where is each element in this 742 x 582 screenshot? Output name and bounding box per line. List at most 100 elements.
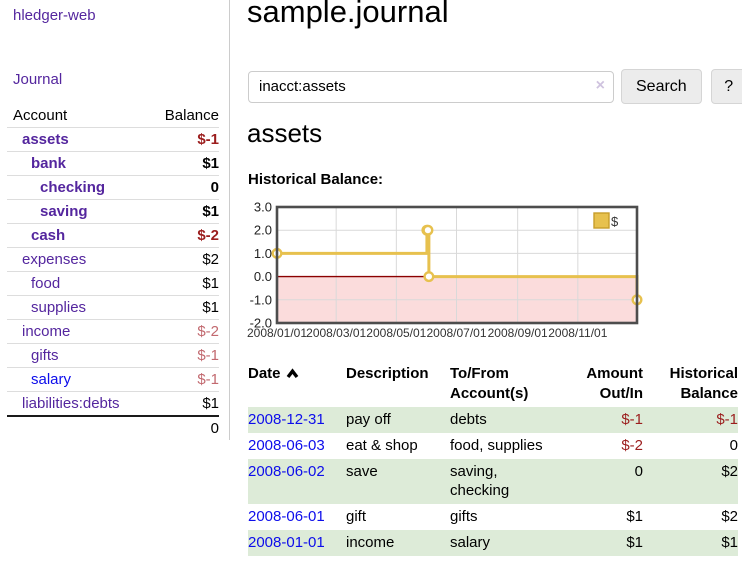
transaction-date-link[interactable]: 2008-06-03 <box>248 437 325 454</box>
help-button[interactable]: ? <box>710 69 742 104</box>
search-input-wrap: × <box>248 70 614 103</box>
y-axis-label: 2.0 <box>254 223 272 238</box>
search-input[interactable] <box>248 70 614 103</box>
account-row: supplies $1 <box>7 295 219 319</box>
account-row: saving $1 <box>7 199 219 223</box>
account-link-checking[interactable]: checking <box>40 179 106 196</box>
search-form: × Search ? <box>248 69 742 104</box>
transaction-accounts: debts <box>450 407 560 433</box>
account-balance: $-2 <box>197 323 219 340</box>
account-link-income[interactable]: income <box>22 323 71 340</box>
plot-border <box>275 205 639 325</box>
account-row: gifts $-1 <box>7 343 219 367</box>
transaction-amount: 0 <box>560 459 643 504</box>
account-link-supplies[interactable]: supplies <box>31 299 87 316</box>
y-axis-label: -1.0 <box>250 292 272 307</box>
x-axis-label: 2008/05/01 <box>366 326 426 340</box>
legend-label: $ <box>611 214 619 229</box>
transaction-description: eat & shop <box>346 437 418 454</box>
transaction-row: 2008-06-01 gift gifts $1 $2 <box>248 504 738 530</box>
account-balance: $-1 <box>197 347 219 364</box>
transaction-date-link[interactable]: 2008-12-31 <box>248 411 325 428</box>
y-axis-label: -2.0 <box>250 316 272 331</box>
account-balance: $1 <box>202 395 219 412</box>
transaction-date-link[interactable]: 2008-06-01 <box>248 508 325 525</box>
register-table: Date Description To/From Account(s) Amou… <box>248 362 738 556</box>
x-axis-label: 2008/09/01 <box>488 326 548 340</box>
chart-title: Historical Balance: <box>248 171 384 188</box>
account-balance: $1 <box>202 203 219 220</box>
transaction-date-link[interactable]: 2008-01-01 <box>248 534 325 551</box>
amount-column-header: Amount Out/In <box>586 365 643 402</box>
page-title: sample.journal <box>247 0 449 29</box>
account-page-title: assets <box>247 118 323 148</box>
transaction-description: income <box>346 530 450 556</box>
account-row: cash $-2 <box>7 223 219 247</box>
account-link-bank[interactable]: bank <box>31 155 67 172</box>
account-balance: $1 <box>202 155 219 172</box>
transaction-amount: $-2 <box>621 437 643 454</box>
balance-column-header-main: Historical Balance <box>669 365 738 402</box>
account-link-saving[interactable]: saving <box>40 203 88 220</box>
transaction-amount: $-1 <box>560 407 643 433</box>
accounts-balance-table: Account Balance assets $-1 bank $1 checking 0… <box>7 103 219 439</box>
transaction-description: gift <box>346 508 367 525</box>
legend-swatch <box>593 212 610 229</box>
account-row: salary $-1 <box>7 367 219 391</box>
accounts-column-header: To/From Account(s) <box>450 365 529 402</box>
accounts-total-value: 0 <box>210 419 219 437</box>
account-link-salary[interactable]: salary <box>31 371 72 388</box>
transaction-date-link[interactable]: 2008-06-02 <box>248 463 325 480</box>
transaction-description: pay off <box>346 407 450 433</box>
account-balance: 0 <box>210 179 219 196</box>
account-link-assets[interactable]: assets <box>22 131 69 148</box>
clear-search-icon[interactable]: × <box>595 76 605 94</box>
transaction-accounts: food, supplies <box>450 437 543 454</box>
register-header-row: Date Description To/From Account(s) Amou… <box>248 362 738 407</box>
transaction-description: save <box>346 459 450 504</box>
account-column-header: Account <box>13 106 68 124</box>
account-link-food[interactable]: food <box>31 275 61 292</box>
account-balance: $-2 <box>197 227 219 244</box>
transaction-balance: $1 <box>643 530 738 556</box>
transaction-row: 2008-06-02 save saving, checking 0 $2 <box>248 459 738 504</box>
transaction-balance: $-1 <box>643 407 738 433</box>
transaction-row: 2008-01-01 income salary $1 $1 <box>248 530 738 556</box>
account-link-gifts[interactable]: gifts <box>31 347 59 364</box>
account-balance: $2 <box>202 251 219 268</box>
account-balance: $1 <box>202 275 219 292</box>
app-title-link[interactable]: hledger-web <box>13 7 96 24</box>
transaction-accounts: saving, checking <box>450 459 560 504</box>
account-balance: $-1 <box>197 131 219 148</box>
accounts-table-header: Account Balance <box>7 103 219 127</box>
x-axis-label: 2008/07/01 <box>426 326 486 340</box>
account-row: checking 0 <box>7 175 219 199</box>
transaction-accounts: gifts <box>450 508 478 525</box>
x-axis-label: 2008/01/01 <box>247 326 307 340</box>
account-row: bank $1 <box>7 151 219 175</box>
transaction-balance: $2 <box>721 508 738 525</box>
y-axis-label: 1.0 <box>254 246 272 261</box>
accounts-total-row: 0 <box>7 415 219 439</box>
account-row: liabilities:debts $1 <box>7 391 219 415</box>
transaction-amount: $1 <box>560 530 643 556</box>
date-column-header[interactable]: Date <box>248 362 346 407</box>
sidebar: hledger-web Journal Account Balance asse… <box>0 0 230 440</box>
transaction-balance: 0 <box>729 437 738 454</box>
y-axis-label: 3.0 <box>254 200 272 215</box>
description-column-header: Description <box>346 365 429 382</box>
account-row: food $1 <box>7 271 219 295</box>
account-row: assets $-1 <box>7 127 219 151</box>
account-link-liabilities-debts[interactable]: liabilities:debts <box>22 395 120 412</box>
transaction-row: 2008-12-31 pay off debts $-1 $-1 <box>248 407 738 433</box>
transaction-row: 2008-06-03 eat & shop food, supplies $-2 0 <box>248 433 738 459</box>
account-row: expenses $2 <box>7 247 219 271</box>
account-balance: $1 <box>202 299 219 316</box>
account-link-expenses[interactable]: expenses <box>22 251 87 268</box>
sidebar-item-journal[interactable]: Journal <box>13 71 63 88</box>
x-axis-label: 2008/11/01 <box>548 326 607 340</box>
search-button[interactable]: Search <box>621 69 702 104</box>
data-point-marker <box>423 271 435 283</box>
account-link-cash[interactable]: cash <box>31 227 66 244</box>
